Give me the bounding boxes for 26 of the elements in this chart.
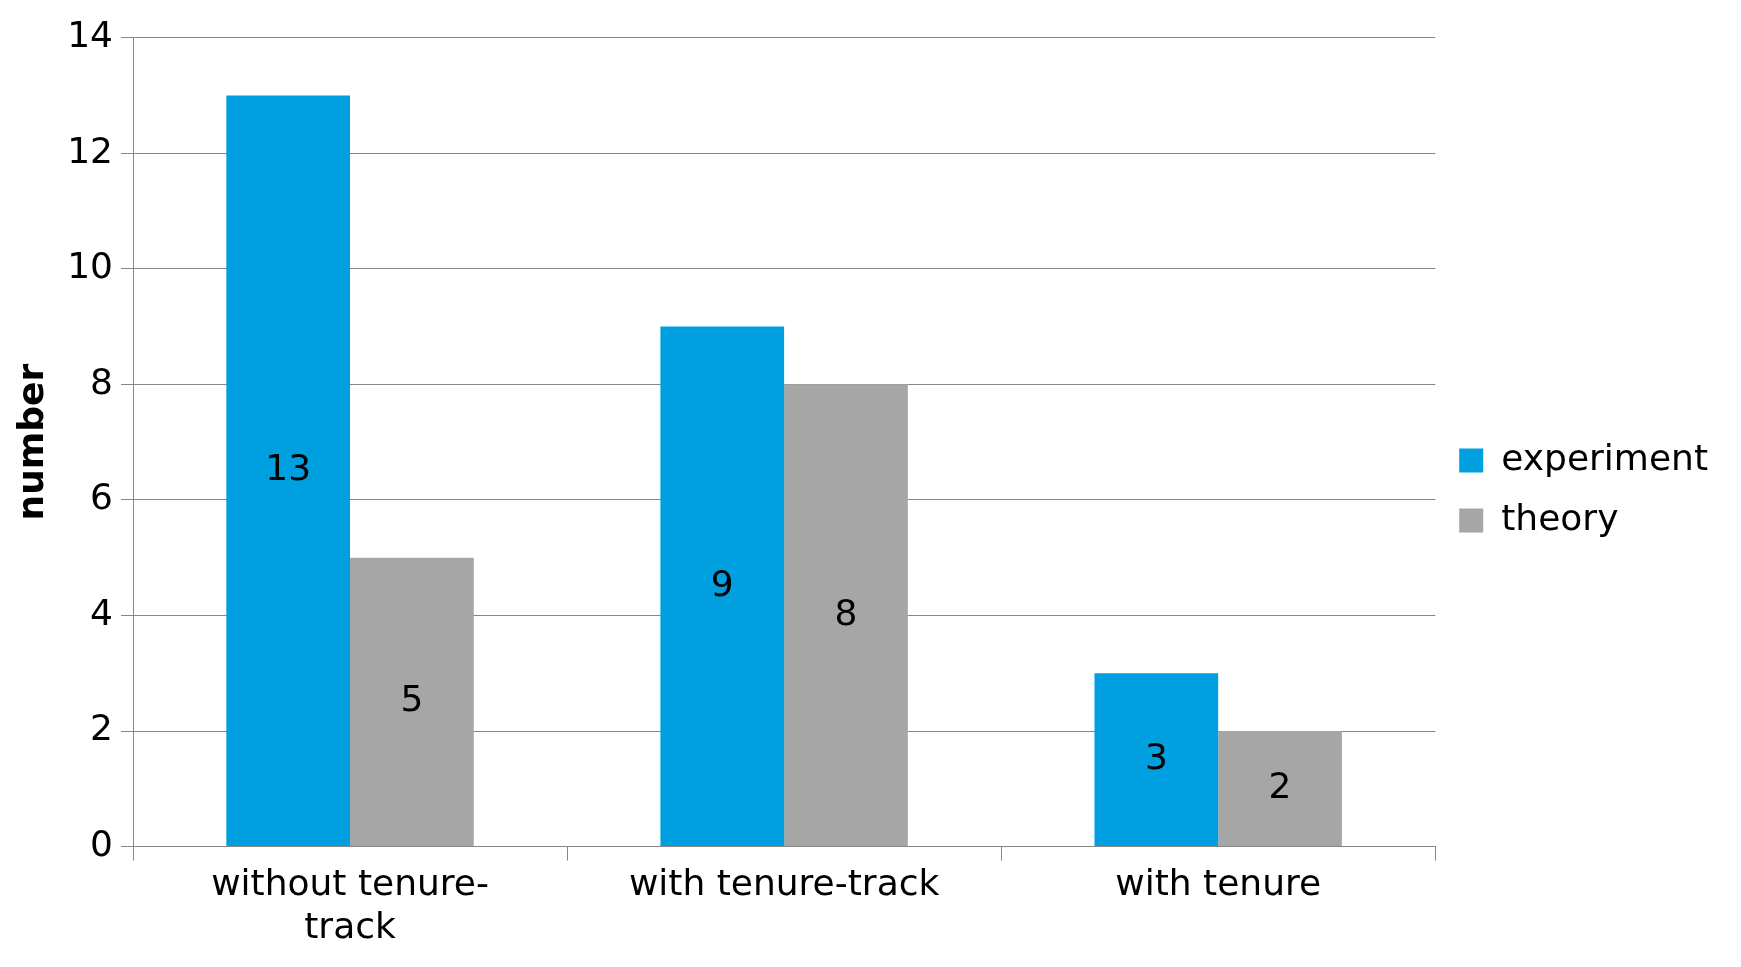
data-label: 2 <box>1268 764 1292 806</box>
data-label: 9 <box>710 562 734 604</box>
y-tick-label: 12 <box>67 129 114 171</box>
y-tick-label: 4 <box>90 591 114 633</box>
y-tick-label: 6 <box>90 476 114 518</box>
data-label: 13 <box>265 447 312 489</box>
y-tick-label: 2 <box>90 707 114 749</box>
bar <box>660 326 785 847</box>
y-tick-label: 0 <box>90 822 114 864</box>
y-tick-label: 8 <box>90 360 114 402</box>
y-tick-label: 14 <box>67 13 114 55</box>
bar <box>1218 731 1342 847</box>
legend-label: experiment <box>1501 436 1709 478</box>
x-tick-label: with tenure <box>1115 861 1322 903</box>
legend-label: theory <box>1501 496 1619 538</box>
bar <box>784 384 908 847</box>
data-label: 5 <box>400 678 424 720</box>
bar <box>226 95 351 847</box>
bar <box>1094 673 1219 847</box>
bar <box>350 557 474 847</box>
y-axis-title: number <box>9 363 51 521</box>
y-tick-label: 10 <box>67 245 114 287</box>
x-tick-label: without tenure-track <box>211 861 489 946</box>
data-label: 3 <box>1144 736 1168 778</box>
data-label: 8 <box>834 591 858 633</box>
x-tick-label: with tenure-track <box>628 861 940 903</box>
